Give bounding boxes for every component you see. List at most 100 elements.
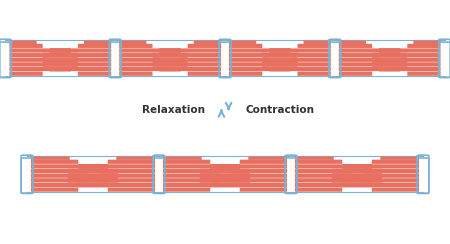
FancyBboxPatch shape	[78, 44, 111, 48]
FancyBboxPatch shape	[43, 53, 78, 58]
FancyBboxPatch shape	[379, 67, 400, 71]
FancyBboxPatch shape	[194, 41, 221, 44]
FancyBboxPatch shape	[295, 164, 368, 169]
FancyBboxPatch shape	[291, 58, 331, 62]
FancyBboxPatch shape	[339, 48, 390, 53]
FancyBboxPatch shape	[291, 53, 331, 57]
FancyBboxPatch shape	[346, 164, 419, 169]
FancyBboxPatch shape	[389, 48, 441, 53]
FancyBboxPatch shape	[163, 169, 220, 173]
FancyBboxPatch shape	[295, 157, 334, 160]
FancyBboxPatch shape	[279, 67, 331, 71]
FancyBboxPatch shape	[163, 160, 210, 164]
FancyBboxPatch shape	[181, 58, 221, 62]
FancyBboxPatch shape	[295, 173, 352, 178]
FancyBboxPatch shape	[295, 160, 342, 164]
FancyBboxPatch shape	[72, 62, 111, 67]
FancyBboxPatch shape	[50, 48, 71, 53]
FancyBboxPatch shape	[159, 48, 181, 53]
FancyBboxPatch shape	[295, 178, 352, 183]
FancyBboxPatch shape	[9, 44, 43, 48]
FancyBboxPatch shape	[229, 67, 280, 71]
FancyBboxPatch shape	[210, 183, 240, 187]
FancyBboxPatch shape	[414, 41, 441, 44]
FancyBboxPatch shape	[119, 71, 153, 76]
FancyBboxPatch shape	[31, 164, 104, 169]
FancyBboxPatch shape	[389, 67, 441, 71]
FancyBboxPatch shape	[116, 157, 155, 160]
FancyBboxPatch shape	[240, 187, 287, 192]
FancyBboxPatch shape	[153, 62, 188, 67]
FancyBboxPatch shape	[295, 183, 368, 187]
FancyBboxPatch shape	[401, 62, 441, 67]
FancyBboxPatch shape	[119, 48, 171, 53]
FancyBboxPatch shape	[68, 169, 118, 173]
FancyBboxPatch shape	[372, 57, 407, 62]
FancyBboxPatch shape	[9, 48, 61, 53]
FancyBboxPatch shape	[362, 178, 419, 183]
FancyBboxPatch shape	[372, 62, 407, 67]
FancyBboxPatch shape	[78, 183, 108, 187]
FancyBboxPatch shape	[262, 53, 297, 58]
FancyBboxPatch shape	[379, 48, 400, 53]
FancyBboxPatch shape	[181, 62, 221, 67]
FancyBboxPatch shape	[119, 62, 159, 67]
FancyBboxPatch shape	[407, 44, 441, 48]
FancyBboxPatch shape	[119, 41, 146, 44]
FancyBboxPatch shape	[153, 53, 188, 58]
FancyBboxPatch shape	[163, 183, 236, 187]
FancyBboxPatch shape	[297, 44, 331, 48]
FancyBboxPatch shape	[159, 67, 181, 71]
FancyBboxPatch shape	[98, 178, 155, 183]
FancyBboxPatch shape	[9, 67, 61, 71]
FancyBboxPatch shape	[362, 169, 419, 173]
FancyBboxPatch shape	[9, 71, 43, 76]
FancyBboxPatch shape	[269, 67, 291, 71]
FancyBboxPatch shape	[9, 53, 49, 57]
FancyBboxPatch shape	[108, 160, 155, 164]
Text: Contraction: Contraction	[245, 105, 314, 115]
FancyBboxPatch shape	[332, 178, 382, 183]
FancyBboxPatch shape	[295, 169, 352, 173]
FancyBboxPatch shape	[9, 41, 36, 44]
FancyBboxPatch shape	[339, 53, 378, 57]
FancyBboxPatch shape	[279, 48, 331, 53]
FancyBboxPatch shape	[200, 178, 250, 183]
FancyBboxPatch shape	[163, 157, 202, 160]
FancyBboxPatch shape	[163, 173, 220, 178]
FancyBboxPatch shape	[31, 157, 70, 160]
FancyBboxPatch shape	[72, 58, 111, 62]
FancyBboxPatch shape	[98, 173, 155, 178]
FancyBboxPatch shape	[119, 44, 153, 48]
FancyBboxPatch shape	[248, 157, 287, 160]
FancyBboxPatch shape	[31, 160, 78, 164]
FancyBboxPatch shape	[214, 183, 287, 187]
FancyBboxPatch shape	[229, 62, 269, 67]
FancyBboxPatch shape	[229, 71, 262, 76]
FancyBboxPatch shape	[60, 48, 111, 53]
FancyBboxPatch shape	[31, 178, 88, 183]
FancyBboxPatch shape	[401, 58, 441, 62]
FancyBboxPatch shape	[108, 187, 155, 192]
FancyBboxPatch shape	[295, 187, 342, 192]
FancyBboxPatch shape	[31, 173, 88, 178]
FancyBboxPatch shape	[188, 44, 221, 48]
FancyBboxPatch shape	[43, 62, 78, 67]
FancyBboxPatch shape	[262, 62, 297, 67]
FancyBboxPatch shape	[230, 169, 287, 173]
FancyBboxPatch shape	[119, 67, 171, 71]
FancyBboxPatch shape	[119, 58, 159, 62]
FancyBboxPatch shape	[60, 67, 111, 71]
FancyBboxPatch shape	[153, 57, 188, 62]
FancyBboxPatch shape	[163, 164, 236, 169]
FancyBboxPatch shape	[240, 160, 287, 164]
FancyBboxPatch shape	[98, 169, 155, 173]
FancyBboxPatch shape	[229, 58, 269, 62]
FancyBboxPatch shape	[200, 169, 250, 173]
FancyBboxPatch shape	[339, 41, 366, 44]
FancyBboxPatch shape	[214, 164, 287, 169]
FancyBboxPatch shape	[291, 62, 331, 67]
FancyBboxPatch shape	[31, 169, 88, 173]
FancyBboxPatch shape	[339, 71, 372, 76]
FancyBboxPatch shape	[230, 173, 287, 178]
